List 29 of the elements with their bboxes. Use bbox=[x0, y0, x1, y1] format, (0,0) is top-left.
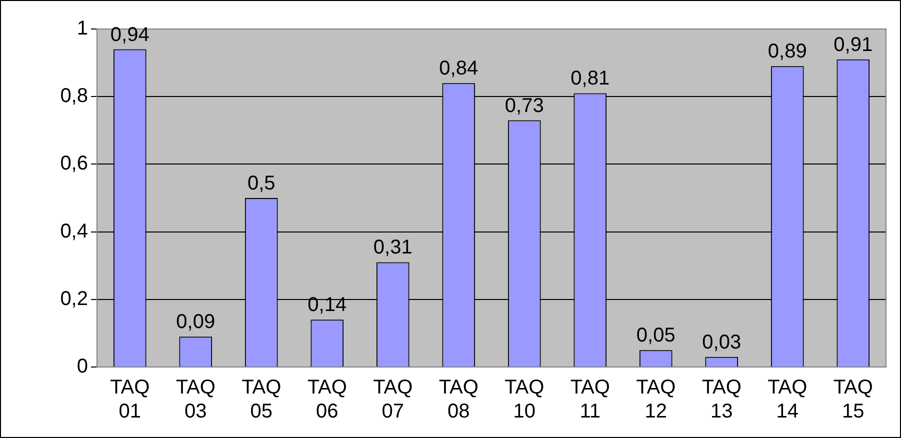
y-tick-label: 0,4 bbox=[60, 220, 88, 242]
x-tick-label: TAQ 07 bbox=[373, 376, 413, 423]
data-label: 0,91 bbox=[834, 34, 873, 56]
data-label: 0,03 bbox=[702, 331, 742, 354]
x-tick-label: TAQ 06 bbox=[307, 376, 347, 423]
x-tick-label: TAQ 10 bbox=[504, 376, 544, 423]
x-tick-label: TAQ 08 bbox=[438, 376, 478, 423]
x-tick-label: TAQ 01 bbox=[110, 376, 150, 423]
x-tick-label: TAQ 11 bbox=[570, 376, 610, 423]
y-tick-label: 0,6 bbox=[60, 152, 88, 175]
data-label: 0,5 bbox=[247, 172, 276, 195]
x-tick-label: TAQ 15 bbox=[833, 376, 873, 423]
y-tick-label: 1 bbox=[76, 18, 88, 40]
y-tick-label: 0,8 bbox=[60, 85, 88, 108]
data-label: 0,09 bbox=[176, 311, 216, 334]
data-label: 0,31 bbox=[373, 236, 412, 259]
x-tick-label: TAQ 05 bbox=[242, 376, 282, 423]
data-label: 0,73 bbox=[504, 94, 544, 117]
data-label: 0,94 bbox=[110, 24, 150, 46]
data-label: 0,84 bbox=[439, 58, 478, 80]
data-label: 0,89 bbox=[768, 40, 807, 63]
y-tick-label: 0,2 bbox=[60, 288, 88, 310]
y-tick-label: 0 bbox=[76, 356, 88, 378]
x-tick-label: TAQ 13 bbox=[702, 376, 742, 423]
data-label: 0,05 bbox=[636, 324, 676, 347]
data-label: 0,81 bbox=[570, 68, 610, 90]
x-tick-label: TAQ 03 bbox=[176, 376, 216, 423]
x-tick-label: TAQ 12 bbox=[636, 376, 676, 423]
x-tick-label: TAQ 14 bbox=[768, 376, 808, 423]
